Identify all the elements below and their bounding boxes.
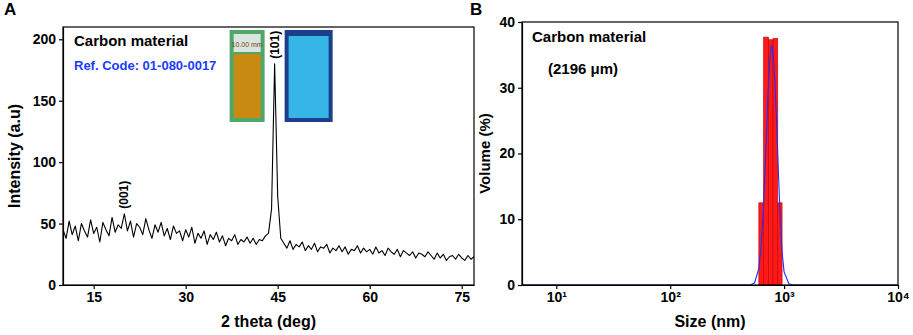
panel-label: A [4, 0, 16, 19]
tick: 10 [499, 211, 522, 227]
tick: 50 [40, 216, 63, 232]
tick-label: 40 [499, 14, 515, 30]
inset-frame [230, 30, 265, 122]
tick-label: 20 [499, 145, 515, 161]
inset-label: 10.00 mm [232, 41, 263, 48]
inset-frame [285, 30, 333, 122]
tick-mark [59, 223, 63, 224]
tick-mark [518, 153, 522, 154]
tick: 15 [86, 285, 102, 305]
data-line [63, 64, 474, 261]
y-axis: 0 50 100 150 200 [33, 28, 64, 293]
tick-mark [59, 162, 63, 163]
x-axis: 10¹ 10² 10³ 10⁴ [523, 285, 910, 305]
tick: 75 [454, 285, 470, 305]
tick: 10¹ [547, 285, 568, 305]
tick: 10⁴ [887, 285, 910, 305]
tick-label: 15 [86, 289, 102, 305]
annotation: (101) [268, 31, 282, 59]
y-axis-title: Intensity (a.u) [6, 104, 23, 208]
tick: 200 [33, 31, 63, 47]
tick-label: 0 [507, 277, 515, 293]
tick-label: 60 [362, 289, 378, 305]
plot-area [63, 64, 474, 261]
title: Carbon material [532, 28, 646, 45]
axis-line [64, 285, 475, 286]
tick: 60 [362, 285, 378, 305]
x-axis-title: Size (nm) [674, 313, 745, 330]
tick: 45 [270, 285, 286, 305]
subtitle: (2196 μm) [548, 60, 618, 77]
tick-label: 10² [661, 289, 682, 305]
subtitle: Ref. Code: 01-080-0017 [74, 58, 216, 73]
tick: 0 [507, 277, 522, 293]
tick: 10² [661, 285, 682, 305]
insets: 10.00 mm [230, 30, 333, 122]
panel-label: B [470, 0, 482, 19]
bar [764, 37, 769, 285]
tick-label: 10⁴ [887, 289, 910, 305]
tick-label: 200 [33, 31, 57, 47]
tick: 100 [33, 154, 63, 170]
tick: 40 [499, 14, 522, 30]
x-axis-title: 2 theta (deg) [221, 313, 316, 330]
panel: 10.00 mm 15 30 45 60 75 0 50 100 150 200 (001) (101)… [4, 0, 475, 330]
tick-mark [518, 285, 522, 286]
y-axis-title: Volume (%) [476, 113, 493, 194]
y-axis: 0 10 20 30 40 [499, 14, 522, 293]
inset-liquid [234, 54, 261, 118]
data-line [522, 45, 898, 285]
tick: 30 [178, 285, 194, 305]
plot-frame [63, 27, 474, 285]
tick-mark [518, 88, 522, 89]
plot-frame [522, 22, 898, 285]
tick-mark [59, 285, 63, 286]
tick: 150 [33, 93, 63, 109]
tick-label: 10³ [774, 289, 795, 305]
tick-label: 10¹ [547, 289, 568, 305]
tick-label: 45 [270, 289, 286, 305]
axis-line [523, 285, 899, 286]
panel: 10¹ 10² 10³ 10⁴ 0 10 20 30 40 B Carbon material (21… [470, 0, 910, 330]
tick: 30 [499, 80, 522, 96]
bar [773, 38, 778, 285]
tick-label: 30 [499, 80, 515, 96]
tick-label: 0 [48, 277, 56, 293]
tick-mark [59, 39, 63, 40]
axis-line [63, 28, 64, 286]
tick-label: 30 [178, 289, 194, 305]
plot-area [522, 37, 898, 285]
tick-label: 100 [33, 154, 57, 170]
title: Carbon material [74, 32, 188, 49]
tick: 20 [499, 145, 522, 161]
figure: 10.00 mm1530456075050100150200(001)(101)… [0, 0, 913, 335]
tick-mark [518, 219, 522, 220]
axis-line [522, 23, 523, 286]
inset-liquid [289, 36, 329, 118]
tick: 10³ [774, 285, 795, 305]
tick-label: 10 [499, 211, 515, 227]
tick-label: 50 [40, 216, 56, 232]
tick-label: 150 [33, 93, 57, 109]
tick-label: 75 [454, 289, 470, 305]
tick-mark [518, 22, 522, 23]
annotation: (001) [117, 181, 131, 209]
figure-svg: 10.00 mm1530456075050100150200(001)(101)… [0, 0, 913, 335]
tick: 0 [48, 277, 63, 293]
tick-mark [59, 101, 63, 102]
x-axis: 15 30 45 60 75 [64, 285, 475, 305]
